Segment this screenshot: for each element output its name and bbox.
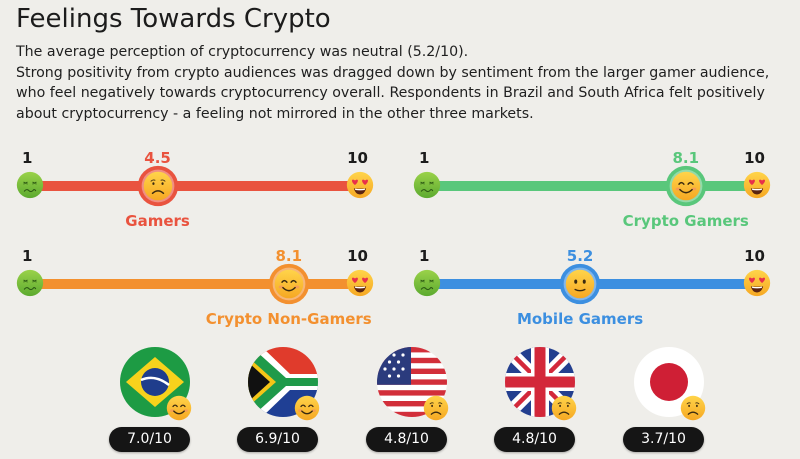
scale-bar — [30, 279, 358, 289]
score-label: 5.2 — [566, 247, 594, 265]
mobile-gamers-scale: 1 10 5.2 Mobile Gamers — [411, 247, 771, 339]
country-score-badge: 6.9/10 — [237, 427, 318, 452]
smiling-face-icon — [268, 263, 310, 305]
scale-bar — [427, 181, 755, 191]
smiling-face-icon — [294, 395, 320, 421]
sick-face-icon — [16, 269, 44, 297]
sick-face-icon — [16, 171, 44, 199]
heart-eyes-face-icon — [346, 269, 374, 297]
scale-max-label: 10 — [744, 149, 765, 167]
segment-name: Gamers — [125, 212, 190, 230]
uk-score: 4.8/10 — [485, 347, 595, 457]
heart-eyes-face-icon — [743, 269, 771, 297]
usa-score: 4.8/10 — [357, 347, 467, 457]
score-label: 4.5 — [144, 149, 171, 167]
country-score-badge: 7.0/10 — [109, 427, 190, 452]
sad-face-icon — [137, 165, 179, 207]
gamers-scale: 1 10 4.5 Gamers — [14, 149, 374, 241]
crypto-non-gamers-scale: 1 10 8.1 Crypto Non-Gamers — [14, 247, 374, 339]
scale-bar — [30, 181, 358, 191]
country-score-badge: 3.7/10 — [623, 427, 704, 452]
score-label: 8.1 — [672, 149, 700, 167]
smiling-face-icon — [166, 395, 192, 421]
segment-name: Mobile Gamers — [516, 310, 644, 328]
neutral-face-icon — [559, 263, 601, 305]
description-line-1: The average perception of cryptocurrency… — [16, 44, 469, 60]
sad-face-icon — [551, 395, 577, 421]
south-africa-score: 6.9/10 — [228, 347, 338, 457]
score-label: 8.1 — [275, 247, 303, 265]
sad-face-icon — [423, 395, 449, 421]
scale-min-label: 1 — [419, 149, 430, 167]
segment-name: Crypto Gamers — [622, 212, 749, 230]
brazil-score: 7.0/10 — [100, 347, 210, 457]
scale-max-label: 10 — [744, 247, 765, 265]
heart-eyes-face-icon — [743, 171, 771, 199]
heart-eyes-face-icon — [346, 171, 374, 199]
smiling-face-icon — [665, 165, 707, 207]
crypto-gamers-scale: 1 10 8.1 Crypto Gamers — [411, 149, 771, 241]
country-score-badge: 4.8/10 — [494, 427, 575, 452]
description-line-2: Strong positivity from crypto audiences … — [16, 64, 770, 122]
scale-min-label: 1 — [22, 149, 33, 167]
scale-max-label: 10 — [347, 149, 368, 167]
japan-score: 3.7/10 — [614, 347, 724, 457]
country-score-badge: 4.8/10 — [366, 427, 447, 452]
japan-flag-icon — [634, 347, 704, 417]
segment-name: Crypto Non-Gamers — [205, 310, 372, 328]
sick-face-icon — [413, 269, 441, 297]
scale-max-label: 10 — [347, 247, 368, 265]
page-title: Feelings Towards Crypto — [16, 4, 331, 34]
description: The average perception of cryptocurrency… — [16, 42, 796, 124]
sick-face-icon — [413, 171, 441, 199]
scale-min-label: 1 — [419, 247, 430, 265]
uk-flag-icon — [505, 347, 575, 417]
scale-min-label: 1 — [22, 247, 33, 265]
sad-face-icon — [680, 395, 706, 421]
